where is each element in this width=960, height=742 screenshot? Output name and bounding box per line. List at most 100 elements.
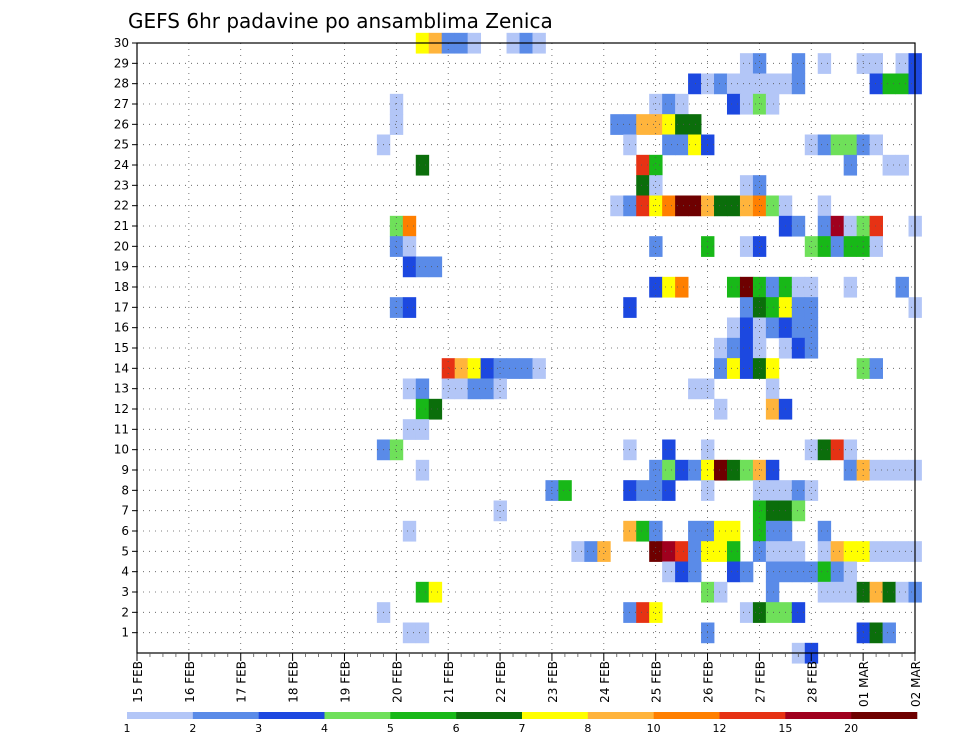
heatmap-cell [752,276,767,298]
heatmap-cell [752,520,767,542]
heatmap-cell [843,276,858,298]
heatmap-cell [493,378,507,400]
x-tick-label: 16 FEB [183,661,197,703]
legend-swatch [851,712,918,719]
y-tick-label: 21 [114,219,129,233]
legend-label: 12 [713,722,727,735]
heatmap-cell [428,581,443,603]
legend-label: 5 [387,722,394,735]
heatmap-cell [571,541,585,562]
heatmap-cell [662,114,676,135]
heatmap-cell [830,581,845,603]
heatmap-cell [675,134,689,156]
heatmap-cell [739,358,754,379]
legend-swatch [127,712,194,719]
heatmap-cell [830,439,845,461]
heatmap-cell [882,541,896,562]
heatmap-cell [389,236,404,257]
heatmap-cell [649,480,663,501]
heatmap-cell [765,520,780,542]
x-tick-label: 22 FEB [494,661,508,703]
heatmap-cell [415,398,430,420]
heatmap-cell [649,602,663,623]
heatmap-cell [895,73,909,95]
heatmap-cell [662,276,676,298]
heatmap-cell [895,459,909,481]
heatmap-cell [675,93,689,115]
cell-layer [376,32,922,664]
y-tick-label: 30 [114,36,129,50]
heatmap-cell [675,195,689,217]
y-tick-label: 8 [121,483,129,497]
y-tick-label: 13 [114,382,129,396]
legend-label: 6 [453,722,460,735]
x-tick-label: 23 FEB [546,661,560,703]
heatmap-cell [649,114,663,135]
y-tick-label: 25 [114,138,129,152]
chart-title: GEFS 6hr padavine po ansamblima Zenica [128,9,553,33]
heatmap-cell [402,297,417,318]
heatmap-cell [688,73,702,95]
x-tick-label: 18 FEB [287,661,301,703]
heatmap-cell [402,622,417,644]
heatmap-cell [752,480,767,501]
heatmap-cell [688,459,702,481]
heatmap-cell [843,439,858,461]
heatmap-cell [804,276,819,298]
heatmap-cell [493,358,507,379]
x-tick-label: 15 FEB [131,661,145,703]
heatmap-cell [688,520,702,542]
heatmap-cell [765,581,780,603]
heatmap-cell [765,195,780,217]
y-tick-label: 11 [114,422,129,436]
heatmap-cell [752,175,767,196]
heatmap-cell [467,378,482,400]
heatmap-cell [675,114,689,135]
heatmap-cell [765,358,780,379]
heatmap-cell [804,480,819,501]
heatmap-cell [817,581,832,603]
y-tick-label: 2 [121,605,129,619]
heatmap-cell [752,358,767,379]
heatmap-cell [791,480,806,501]
heatmap-cell [714,520,728,542]
heatmap-cell [791,541,806,562]
heatmap-cell [869,581,883,603]
heatmap-cell [389,93,404,115]
legend-swatch [587,712,654,719]
heatmap-cell [662,561,676,583]
heatmap-cell [765,398,780,420]
heatmap-cell [752,459,767,481]
heatmap-cell [428,256,443,278]
heatmap-cell [739,561,754,583]
x-tick-label: 20 FEB [390,661,404,703]
heatmap-cell [843,134,858,156]
heatmap-cell [636,195,650,217]
heatmap-cell [662,134,676,156]
heatmap-cell [675,276,689,298]
legend-swatch [390,712,457,719]
heatmap-cell [726,276,741,298]
heatmap-cell [739,236,754,257]
heatmap-cell [791,561,806,583]
heatmap-cell [804,439,819,461]
heatmap-cell [688,541,702,562]
y-tick-label: 10 [114,443,129,457]
legend-label: 20 [844,722,858,735]
legend-label: 2 [189,722,196,735]
heatmap-cell [791,53,806,74]
heatmap-cell [882,581,896,603]
heatmap-cell [415,154,430,176]
y-tick-label: 20 [114,239,129,253]
heatmap-cell [480,378,494,400]
x-tick-label: 19 FEB [338,661,352,703]
heatmap-cell [765,317,780,339]
heatmap-cell [739,297,754,318]
heatmap-cell [506,358,520,379]
heatmap-cell [402,236,417,257]
heatmap-cell [649,236,663,257]
heatmap-cell [402,520,417,542]
heatmap-cell [662,459,676,481]
y-tick-label: 9 [121,463,129,477]
